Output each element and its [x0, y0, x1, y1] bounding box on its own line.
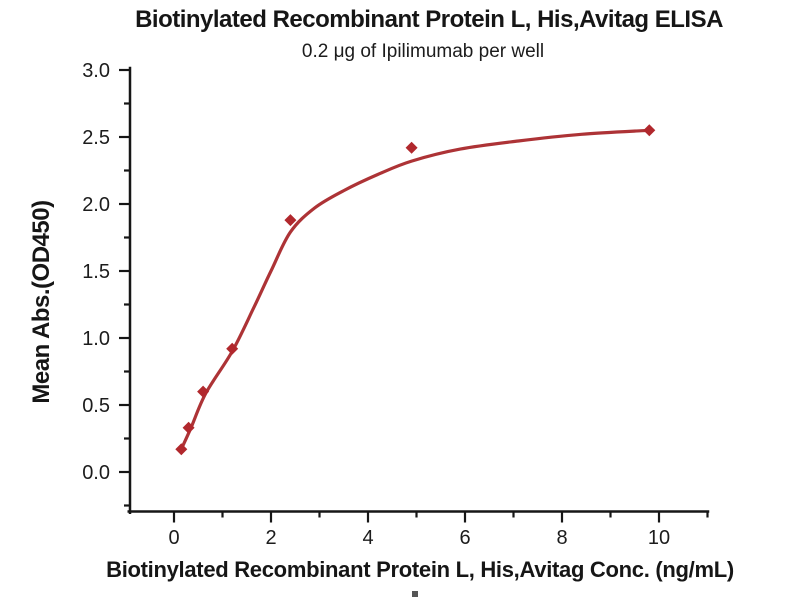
x-tick-label: 2 [265, 527, 276, 549]
data-point-marker [405, 141, 418, 154]
y-tick-labels: 0.0 0.5 1.0 1.5 2.0 2.5 3.0 [82, 60, 110, 484]
cropped-text-fragment [412, 591, 418, 597]
data-point-marker [226, 342, 239, 355]
y-tick-label: 3.0 [82, 60, 110, 82]
y-tick-label: 0.0 [82, 462, 110, 484]
x-tick-label: 10 [648, 527, 670, 549]
axes-layer [119, 66, 710, 523]
data-point-marker [175, 443, 188, 456]
y-tick-label: 2.0 [82, 194, 110, 216]
data-point-marker [643, 124, 656, 137]
chart-subtitle: 0.2 μg of Ipilimumab per well [302, 41, 544, 62]
x-tick-labels: 0 2 4 6 8 10 [168, 527, 670, 549]
y-axis-title: Mean Abs.(OD450) [28, 200, 55, 403]
x-tick-label: 8 [556, 527, 567, 549]
x-tick-label: 0 [168, 527, 179, 549]
data-point-marker [182, 421, 195, 434]
x-axis-title: Biotinylated Recombinant Protein L, His,… [106, 557, 734, 582]
chart-title: Biotinylated Recombinant Protein L, His,… [135, 6, 723, 33]
data-points [175, 124, 656, 456]
fit-curve-path [179, 128, 651, 451]
y-tick-label: 2.5 [82, 127, 110, 149]
y-tick-label: 0.5 [82, 395, 110, 417]
y-tick-label: 1.0 [82, 328, 110, 350]
x-tick-label: 6 [459, 527, 470, 549]
x-tick-label: 4 [362, 527, 373, 549]
data-point-marker [284, 214, 297, 227]
y-tick-label: 1.5 [82, 261, 110, 283]
fit-curve [179, 128, 651, 451]
data-point-marker [197, 385, 210, 398]
